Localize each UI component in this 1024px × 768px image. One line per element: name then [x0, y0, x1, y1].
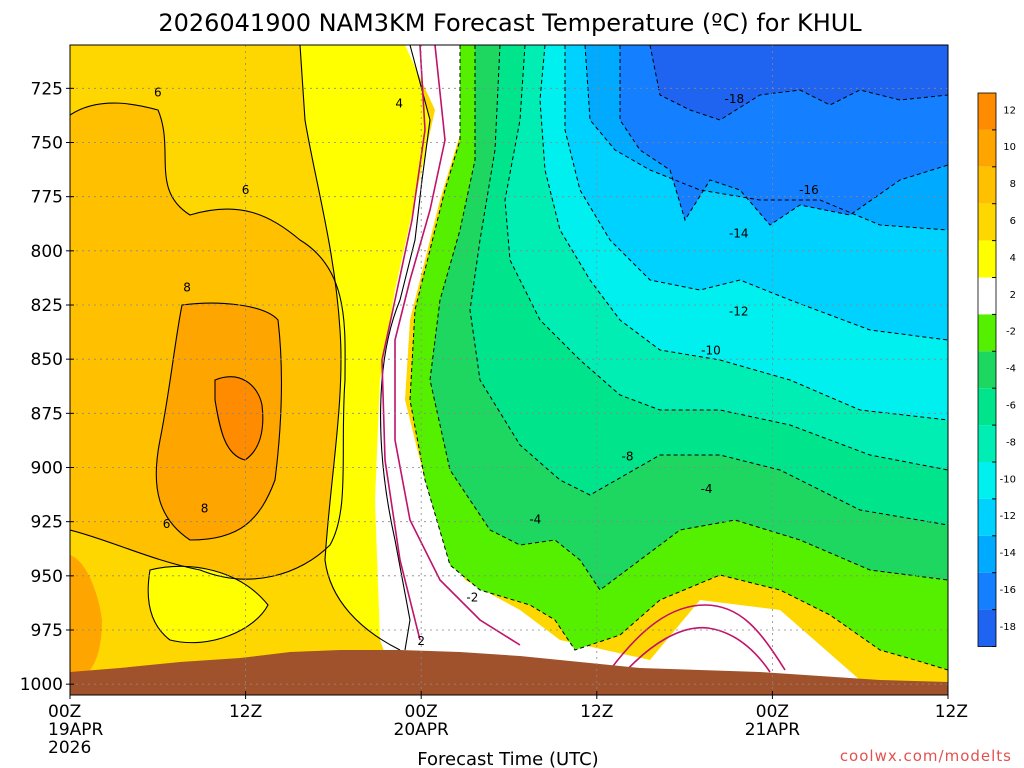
contour-labels: 6 4 6 8 8 6 2 -2 -4 -8 -4 -10 -12 -14 -16 -18: [154, 86, 819, 648]
colorbar-tick-label: -10: [1000, 474, 1016, 485]
colorbar: 12 10 8 6 4 2 -2 -4 -6 -8 -10 -12 -14 -16 -18: [977, 92, 1016, 647]
colorbar-swatch: [978, 277, 996, 315]
x-axis-label: Forecast Time (UTC): [417, 749, 598, 768]
colorbar-tick-label: -2: [1006, 327, 1016, 338]
cold-region-below-m18: [650, 45, 948, 120]
contour-label: 2: [417, 634, 425, 648]
plot-area: 6 4 6 8 8 6 2 -2 -4 -8 -4 -10 -12 -14 -16 -18: [70, 45, 948, 695]
colorbar-tick-label: -4: [1006, 364, 1016, 375]
contour-label: -12: [729, 305, 749, 319]
y-tick-label: 875: [31, 404, 63, 424]
contour-label: -4: [701, 482, 713, 496]
colorbar-tick-label: -8: [1006, 437, 1016, 448]
y-tick-label: 950: [31, 567, 63, 587]
y-axis: 725 750 775 800 825 850 875 900 925 950 975 1000: [20, 79, 74, 695]
colorbar-swatch: [978, 388, 996, 426]
x-tick-label: 00Z: [405, 702, 438, 722]
colorbar-swatch: [978, 93, 996, 130]
y-tick-label: 900: [31, 459, 63, 479]
colorbar-tick-label: 2: [1010, 290, 1016, 301]
colorbar-swatch: [978, 166, 996, 204]
colorbar-tick-label: -18: [1000, 622, 1016, 633]
terrain: [70, 650, 948, 695]
x-tick-date: 21APR: [745, 720, 801, 740]
colorbar-tick-label: 4: [1010, 253, 1016, 264]
y-tick-label: 1000: [20, 675, 63, 695]
y-tick-label: 975: [31, 621, 63, 641]
credit-text: coolwx.com/modelts: [840, 747, 1012, 765]
y-tick-label: 925: [31, 513, 63, 533]
near-freezing-region: [375, 45, 948, 695]
colorbar-swatch: [978, 314, 996, 352]
y-tick-label: 725: [31, 79, 63, 99]
cold-contours: [409, 45, 948, 671]
y-tick-label: 775: [31, 188, 63, 208]
x-tick-label: 12Z: [580, 702, 613, 722]
colorbar-tick-label: -12: [1000, 511, 1016, 522]
colorbar-swatch: [978, 129, 996, 167]
colorbar-tick-label: 10: [1003, 142, 1016, 153]
colorbar-swatch: [978, 498, 996, 536]
y-tick-label: 800: [31, 242, 63, 262]
warm-contours: [70, 45, 431, 651]
colorbar-swatch: [978, 609, 996, 647]
contour-label: -14: [729, 227, 749, 241]
y-tick-label: 750: [31, 134, 63, 154]
colorbar-tick-label: -14: [1000, 548, 1016, 559]
contour-label: 6: [242, 183, 250, 197]
contour-label: -8: [622, 450, 634, 464]
x-tick-date: 19APR: [48, 720, 104, 740]
colorbar-tick-label: 6: [1010, 216, 1016, 227]
contour-label: -16: [799, 183, 819, 197]
x-tick-label: 00Z: [48, 702, 81, 722]
colorbar-swatch: [978, 425, 996, 462]
contour-label: 8: [183, 281, 191, 295]
contour-label: -18: [725, 92, 745, 106]
colorbar-tick-label: -6: [1006, 400, 1016, 411]
warm-region-upper: [300, 45, 430, 650]
y-tick-label: 850: [31, 350, 63, 370]
colorbar-swatch: [978, 203, 996, 241]
colorbar-frame: [977, 92, 997, 647]
freezing-lines: [381, 45, 786, 673]
contour-label: 6: [163, 517, 171, 531]
colorbar-tick-label: -16: [1000, 585, 1016, 596]
colorbar-swatch: [978, 240, 996, 278]
contour-label: -10: [701, 344, 721, 358]
x-tick-label: 12Z: [229, 702, 262, 722]
warm-region-2-4: [148, 566, 268, 643]
colorbar-swatch: [978, 535, 996, 573]
chart-title: 2026041900 NAM3KM Forecast Temperature (…: [158, 9, 862, 37]
colorbar-swatch: [978, 462, 996, 499]
x-tick-label: 00Z: [756, 702, 789, 722]
grid-lines: [70, 45, 948, 695]
contour-label: 6: [154, 86, 162, 100]
contour-label: 4: [395, 97, 403, 111]
colorbar-tick-label: 8: [1010, 179, 1016, 190]
contour-label: -2: [466, 591, 478, 605]
x-tick-date: 20APR: [394, 720, 450, 740]
warm-region-lower-left: [70, 555, 102, 680]
colorbar-tick-label: 12: [1003, 105, 1016, 116]
colorbar-swatch: [978, 572, 996, 610]
contour-label: 8: [201, 502, 209, 516]
y-tick-label: 825: [31, 296, 63, 316]
colorbar-swatch: [978, 351, 996, 389]
warm-region-10-12: [215, 376, 263, 460]
x-tick-year: 2026: [48, 738, 91, 758]
contour-label: -4: [529, 513, 541, 527]
plot-frame: [69, 44, 949, 696]
x-tick-label: 12Z: [935, 702, 968, 722]
